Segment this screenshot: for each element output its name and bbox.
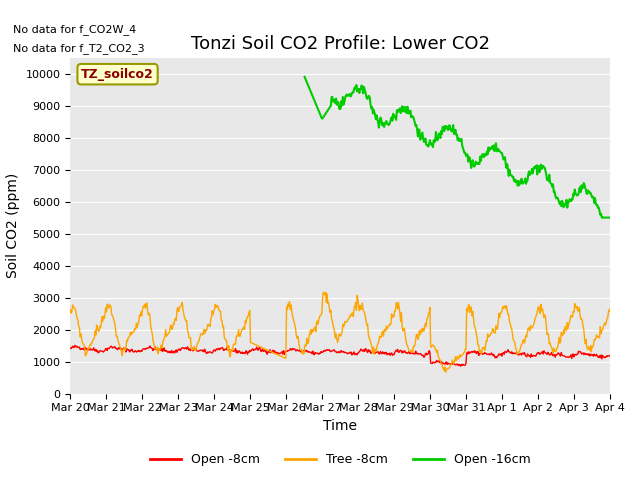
Y-axis label: Soil CO2 (ppm): Soil CO2 (ppm) [6, 173, 20, 278]
Text: No data for f_CO2W_4: No data for f_CO2W_4 [13, 24, 136, 35]
X-axis label: Time: Time [323, 419, 357, 433]
Legend: Open -8cm, Tree -8cm, Open -16cm: Open -8cm, Tree -8cm, Open -16cm [145, 448, 536, 471]
Text: No data for f_T2_CO2_3: No data for f_T2_CO2_3 [13, 43, 145, 54]
Title: Tonzi Soil CO2 Profile: Lower CO2: Tonzi Soil CO2 Profile: Lower CO2 [191, 35, 490, 53]
Text: TZ_soilco2: TZ_soilco2 [81, 68, 154, 81]
